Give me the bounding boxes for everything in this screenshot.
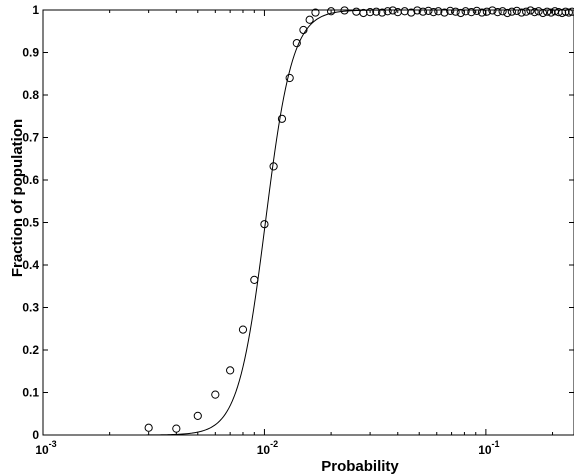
data-point — [193, 411, 202, 420]
data-point — [388, 6, 397, 15]
data-point — [226, 366, 235, 375]
data-point — [446, 6, 455, 15]
data-point — [472, 6, 481, 15]
y-tick-label: 0.5 — [22, 216, 39, 230]
plot-area — [42, 6, 574, 436]
y-tick-label: 0.1 — [22, 386, 39, 400]
data-point — [461, 7, 470, 16]
y-axis-title: Fraction of population — [9, 119, 26, 277]
data-point — [327, 7, 336, 16]
data-point — [340, 6, 349, 15]
data-point — [352, 7, 361, 16]
x-tick-labels: 10-3 10-2 10-1 — [35, 439, 499, 457]
x-tick-label-base: 10 — [257, 443, 271, 457]
data-point — [383, 7, 392, 16]
y-tick-label: 0.3 — [22, 301, 39, 315]
x-tick-label-base: 10 — [35, 443, 49, 457]
x-tick-label: 10-1 — [478, 439, 499, 457]
data-point — [477, 8, 487, 17]
data-point — [238, 325, 248, 334]
data-point — [172, 424, 181, 433]
data-point — [372, 7, 381, 16]
data-point — [299, 25, 308, 35]
fit-curve — [43, 9, 574, 436]
x-tick-label-exponent: -3 — [49, 439, 57, 449]
data-point — [144, 423, 153, 432]
data-point — [456, 8, 465, 18]
data-point — [530, 8, 539, 17]
data-point — [498, 7, 507, 16]
data-point — [311, 8, 320, 17]
axis-ticks — [42, 9, 574, 436]
data-point — [542, 7, 552, 16]
data-point — [534, 7, 543, 16]
y-tick-label: 1 — [32, 3, 39, 17]
plot-frame — [42, 9, 574, 436]
data-point — [285, 73, 294, 83]
data-point — [503, 8, 512, 18]
data-point — [211, 390, 220, 399]
data-point — [488, 6, 497, 15]
y-tick-label: 0.4 — [22, 258, 39, 272]
y-tick-label: 0.8 — [22, 88, 39, 102]
data-point — [434, 7, 443, 16]
data-point — [292, 39, 301, 48]
data-point — [250, 275, 259, 284]
data-point — [517, 8, 526, 17]
data-point — [561, 7, 570, 16]
y-tick-label: 0.7 — [22, 131, 39, 145]
y-tick-labels: 0 0.1 0.2 0.3 0.4 0.5 0.6 0.7 0.8 0.9 1 — [22, 3, 39, 442]
data-point — [467, 8, 476, 17]
x-axis-title: Probability — [321, 458, 399, 475]
data-point — [407, 8, 416, 17]
y-tick-label: 0 — [32, 428, 39, 442]
x-tick-label-exponent: -1 — [492, 439, 500, 449]
data-point — [493, 8, 502, 17]
data-point — [526, 6, 535, 15]
y-tick-label: 0.2 — [22, 343, 39, 357]
data-point — [512, 6, 521, 15]
data-point — [413, 6, 422, 15]
x-tick-label: 10-3 — [35, 439, 56, 457]
data-point — [378, 8, 387, 17]
data-point — [418, 7, 428, 16]
data-point — [440, 8, 449, 17]
data-point — [400, 7, 409, 16]
data-point — [424, 6, 433, 15]
data-point — [538, 8, 548, 18]
x-tick-label-base: 10 — [478, 443, 492, 457]
data-point — [305, 15, 314, 24]
data-point — [269, 162, 278, 171]
data-point — [507, 7, 516, 16]
y-tick-label: 0.6 — [22, 173, 39, 187]
data-point — [429, 8, 438, 17]
data-point — [260, 220, 269, 229]
data-point — [564, 8, 573, 17]
data-point — [567, 7, 574, 16]
x-tick-label-exponent: -2 — [270, 439, 278, 449]
data-point — [451, 7, 460, 16]
data-point — [522, 7, 531, 16]
data-points — [144, 6, 574, 433]
data-point — [365, 8, 375, 17]
x-tick-label: 10-2 — [257, 439, 278, 457]
y-tick-label: 0.9 — [22, 46, 39, 60]
data-point — [482, 7, 491, 16]
data-point — [277, 114, 287, 123]
